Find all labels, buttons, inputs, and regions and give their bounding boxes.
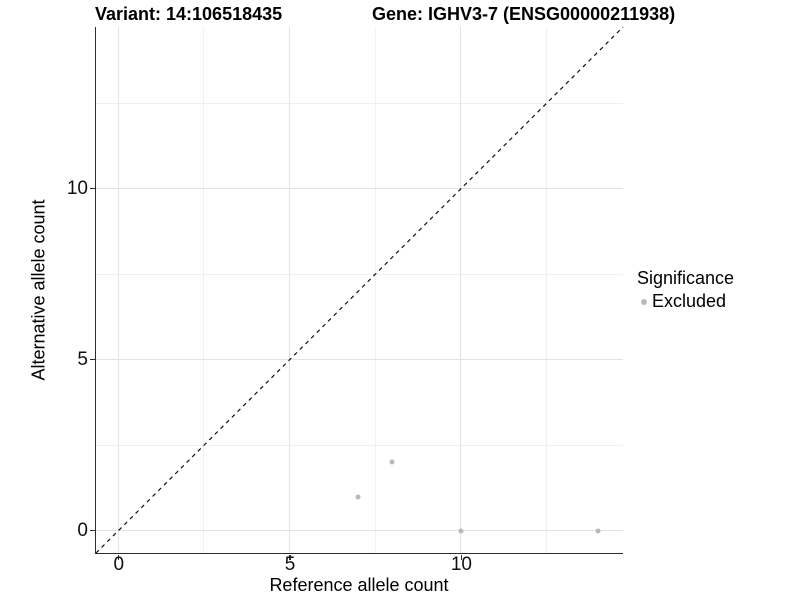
- x-axis-tick: [460, 554, 463, 560]
- gridline-major-vertical: [289, 27, 291, 553]
- y-tick-label: 10: [66, 177, 88, 199]
- gridline-major-horizontal: [96, 188, 623, 190]
- data-point: [595, 528, 601, 534]
- y-axis-tick: [90, 188, 95, 190]
- gridline-minor-vertical: [203, 27, 205, 553]
- legend-item-excluded: Excluded: [637, 291, 734, 312]
- gridline-major-vertical: [117, 27, 119, 553]
- y-axis-tick: [90, 359, 95, 361]
- gridline-minor-vertical: [546, 27, 548, 553]
- y-tick-label: 0: [77, 519, 88, 541]
- y-axis-title: Alternative allele count: [28, 199, 49, 381]
- data-point: [355, 494, 361, 500]
- y-axis-tick: [90, 530, 95, 532]
- y-tick-label: 5: [77, 348, 88, 370]
- gridline-minor-horizontal: [96, 444, 623, 446]
- x-axis-tick: [289, 554, 291, 560]
- data-point: [458, 528, 464, 534]
- plot-panel: [95, 26, 624, 554]
- plot-title-gene: Gene: IGHV3-7 (ENSG00000211938): [372, 4, 676, 24]
- x-axis-tick: [118, 554, 120, 560]
- x-axis-title: Reference allele count: [269, 575, 449, 595]
- gridline-minor-horizontal: [96, 273, 623, 275]
- data-point: [389, 459, 395, 465]
- gridline-major-horizontal: [96, 530, 623, 532]
- legend-key-dot-icon: [641, 298, 647, 305]
- legend-item-label: Excluded: [652, 291, 727, 311]
- gridline-minor-horizontal: [96, 102, 623, 104]
- x-tick-label: 0: [113, 554, 125, 575]
- plot-title-variant: Variant: 14:106518435: [95, 4, 283, 24]
- x-tick-label: 10: [450, 554, 472, 575]
- gridline-minor-vertical: [374, 27, 376, 553]
- legend: Significance Excluded: [637, 268, 734, 312]
- gridline-major-horizontal: [96, 359, 623, 361]
- gridline-major-vertical: [460, 27, 462, 553]
- legend-title: Significance: [637, 268, 735, 288]
- identity-dashed-line: [95, 26, 624, 554]
- x-tick-label: 5: [284, 554, 296, 575]
